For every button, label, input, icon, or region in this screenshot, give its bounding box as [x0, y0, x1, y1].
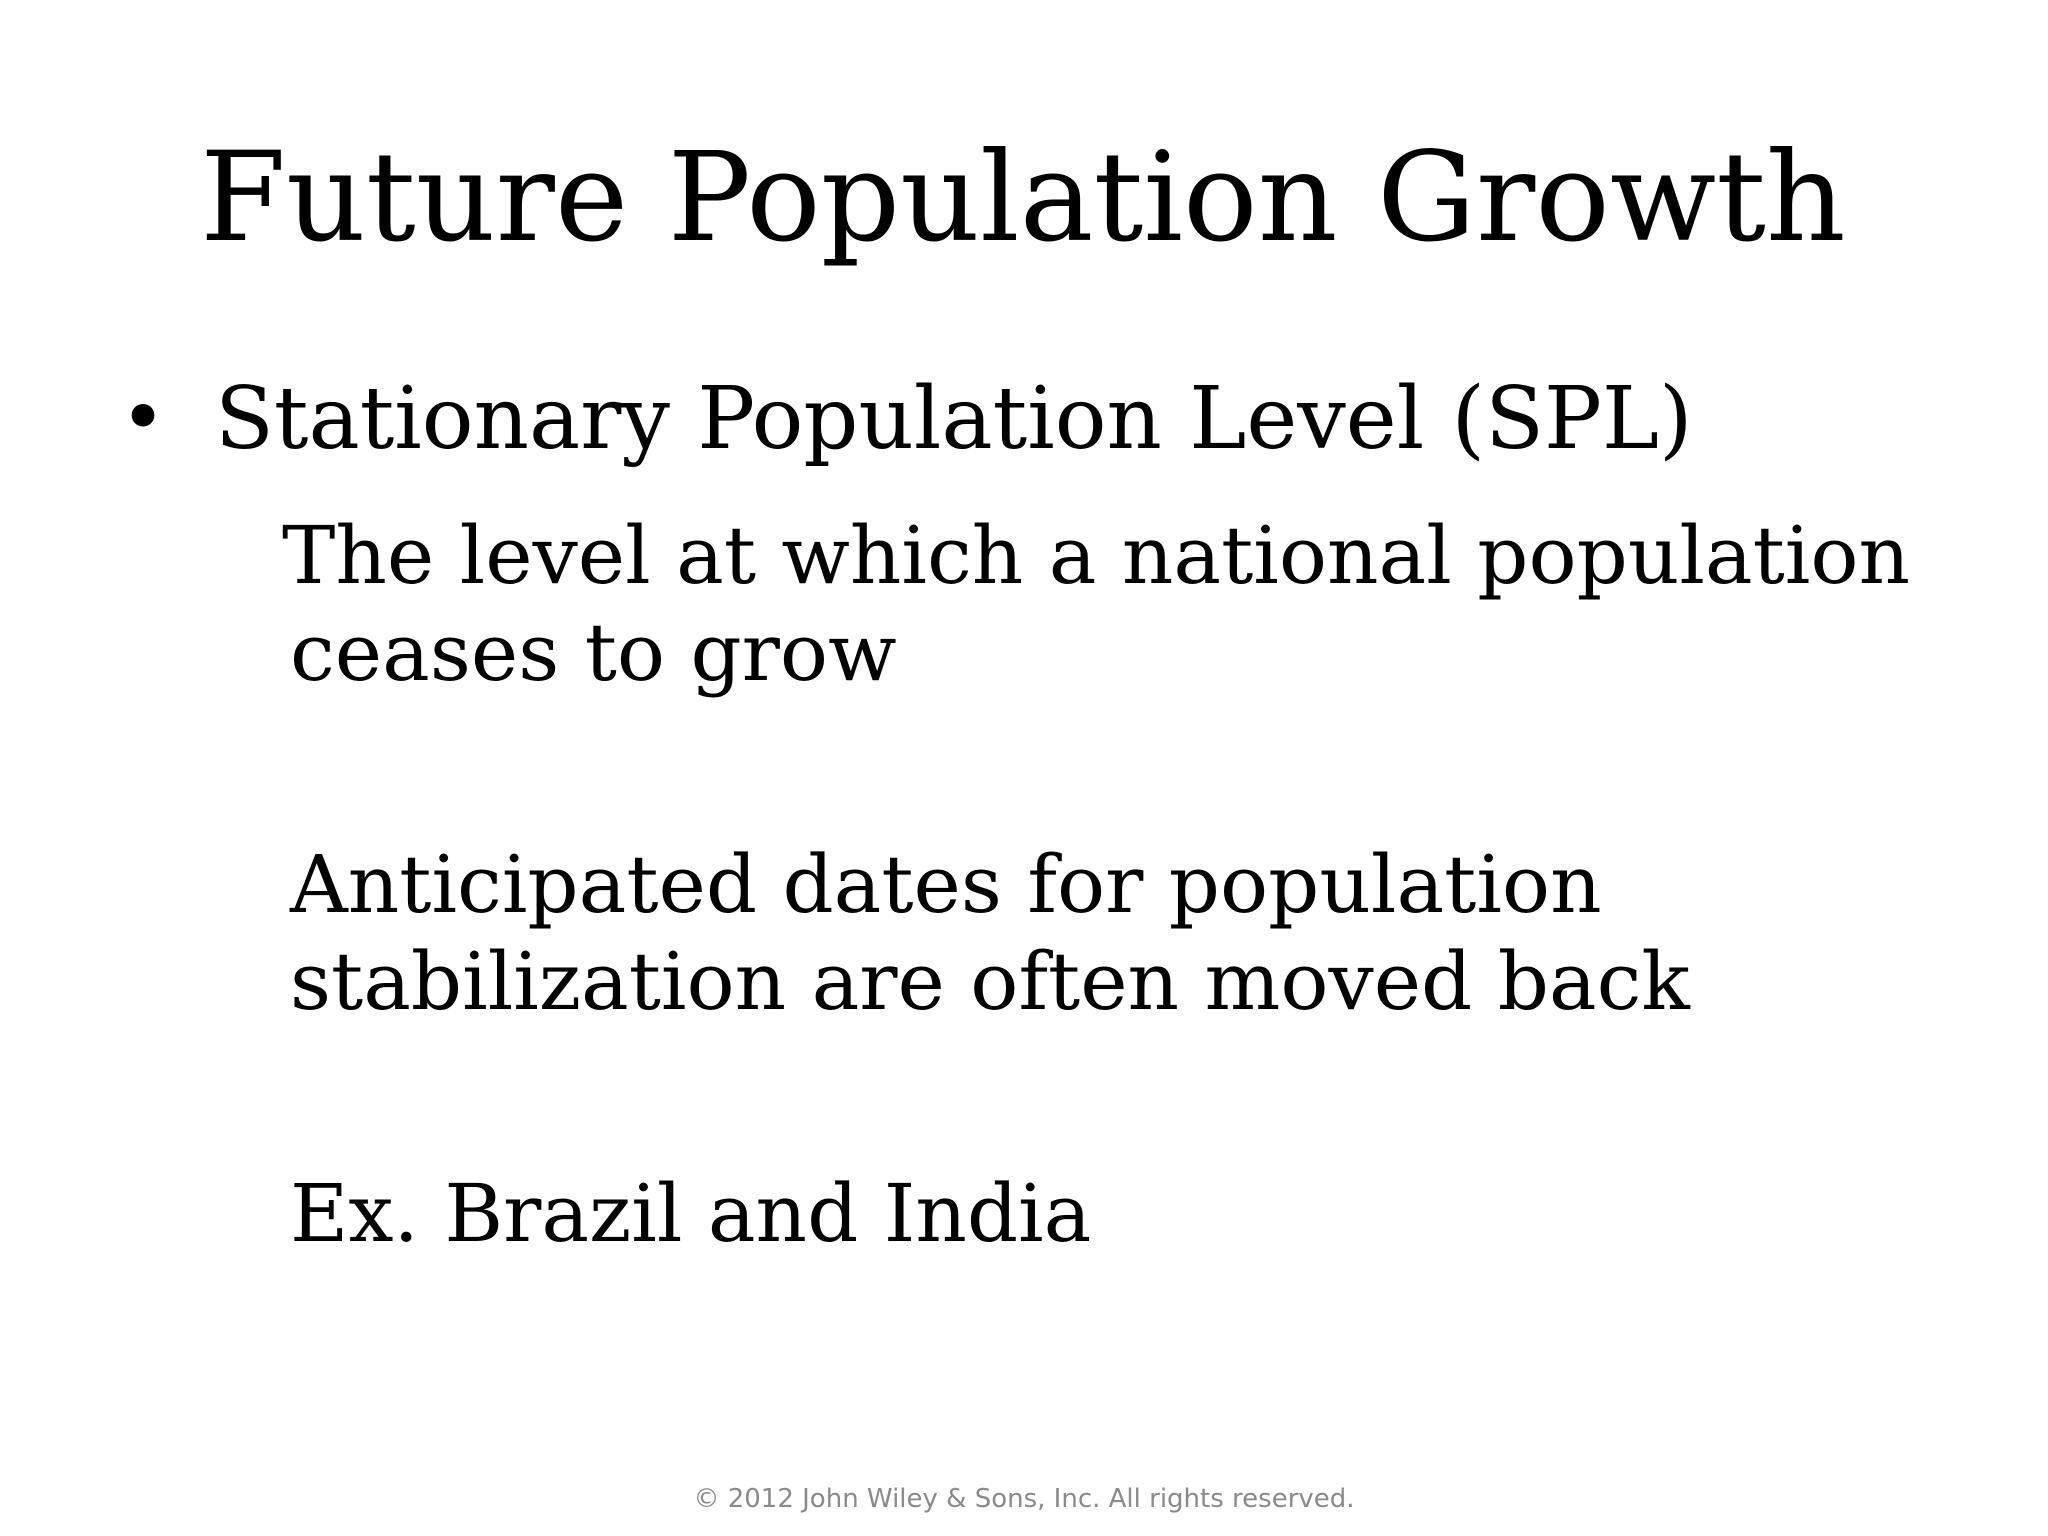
- copyright-notice: © 2012 John Wiley & Sons, Inc. All right…: [693, 1484, 1355, 1514]
- bullet-marker: •: [120, 373, 167, 463]
- definition-line-1: The level at which a national population: [282, 509, 1911, 602]
- definition-line-2: ceases to grow: [290, 606, 897, 699]
- example-text: Ex. Brazil and India: [290, 1167, 1092, 1260]
- slide-title: Future Population Growth: [200, 126, 1846, 270]
- bullet-text: Stationary Population Level (SPL): [215, 369, 1693, 469]
- bullet-item: • Stationary Population Level (SPL): [110, 372, 1693, 467]
- anticipated-dates-text: Anticipated dates for population stabili…: [290, 838, 1690, 1028]
